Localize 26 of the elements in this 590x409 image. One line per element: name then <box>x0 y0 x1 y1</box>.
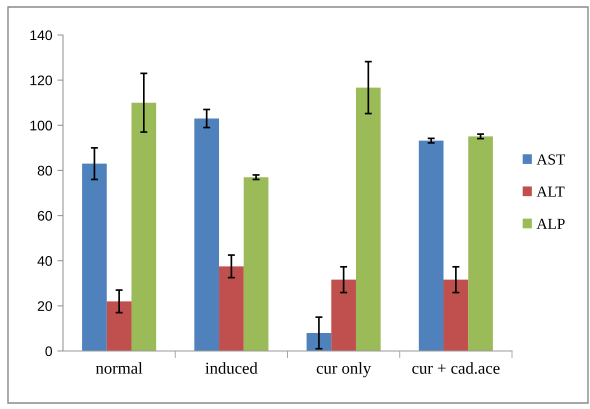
legend-label: ALP <box>536 218 565 229</box>
bar <box>444 280 468 351</box>
bar <box>106 301 132 351</box>
bar <box>219 266 244 351</box>
bar <box>244 177 268 351</box>
y-tick-label: 0 <box>45 346 52 356</box>
legend-label: ALT <box>536 186 564 197</box>
bar <box>468 136 493 351</box>
y-tick-label: 20 <box>38 301 52 312</box>
bar <box>82 164 107 351</box>
legend-label: AST <box>536 154 566 165</box>
bar <box>418 140 444 351</box>
x-tick-label: cur + cad.ace <box>412 362 500 374</box>
bar <box>356 88 381 351</box>
bar <box>331 280 356 351</box>
y-tick-label: 140 <box>30 30 52 40</box>
y-tick-label: 40 <box>37 256 52 266</box>
x-tick-label: normal <box>96 362 142 374</box>
bar <box>194 118 220 351</box>
x-tick-label: cur only <box>316 362 372 378</box>
y-tick-label: 60 <box>38 210 52 221</box>
y-tick-label: 120 <box>30 75 52 86</box>
x-tick-label: induced <box>205 362 258 374</box>
bar <box>131 102 156 351</box>
y-tick-label: 100 <box>30 120 52 130</box>
y-tick-label: 80 <box>38 166 52 176</box>
